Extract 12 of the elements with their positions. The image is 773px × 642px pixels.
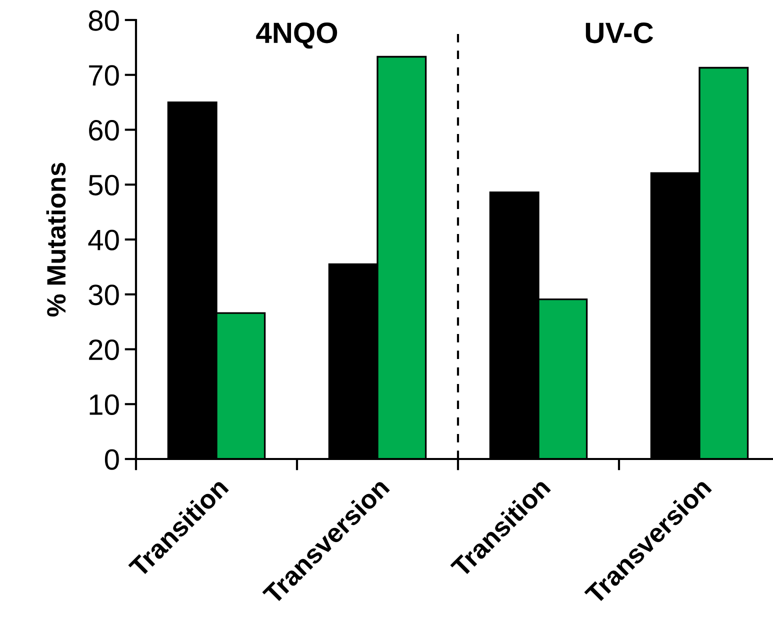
y-tick-label: 80 — [88, 10, 119, 31]
annotation: 4NQO — [256, 22, 338, 49]
y-tick-label: 70 — [89, 65, 119, 86]
y-tick-label: 0 — [104, 449, 119, 470]
y-tick-label: 40 — [88, 230, 119, 250]
y-tick-label: 50 — [88, 174, 119, 196]
y-tick-label: 10 — [90, 394, 119, 415]
y-tick-label: 60 — [89, 120, 119, 141]
y-tick-label: 20 — [89, 339, 119, 360]
y-axis-title: % Mutations — [46, 162, 66, 317]
y-tick-label: 30 — [88, 284, 119, 306]
annotation: UV-C — [586, 22, 654, 44]
